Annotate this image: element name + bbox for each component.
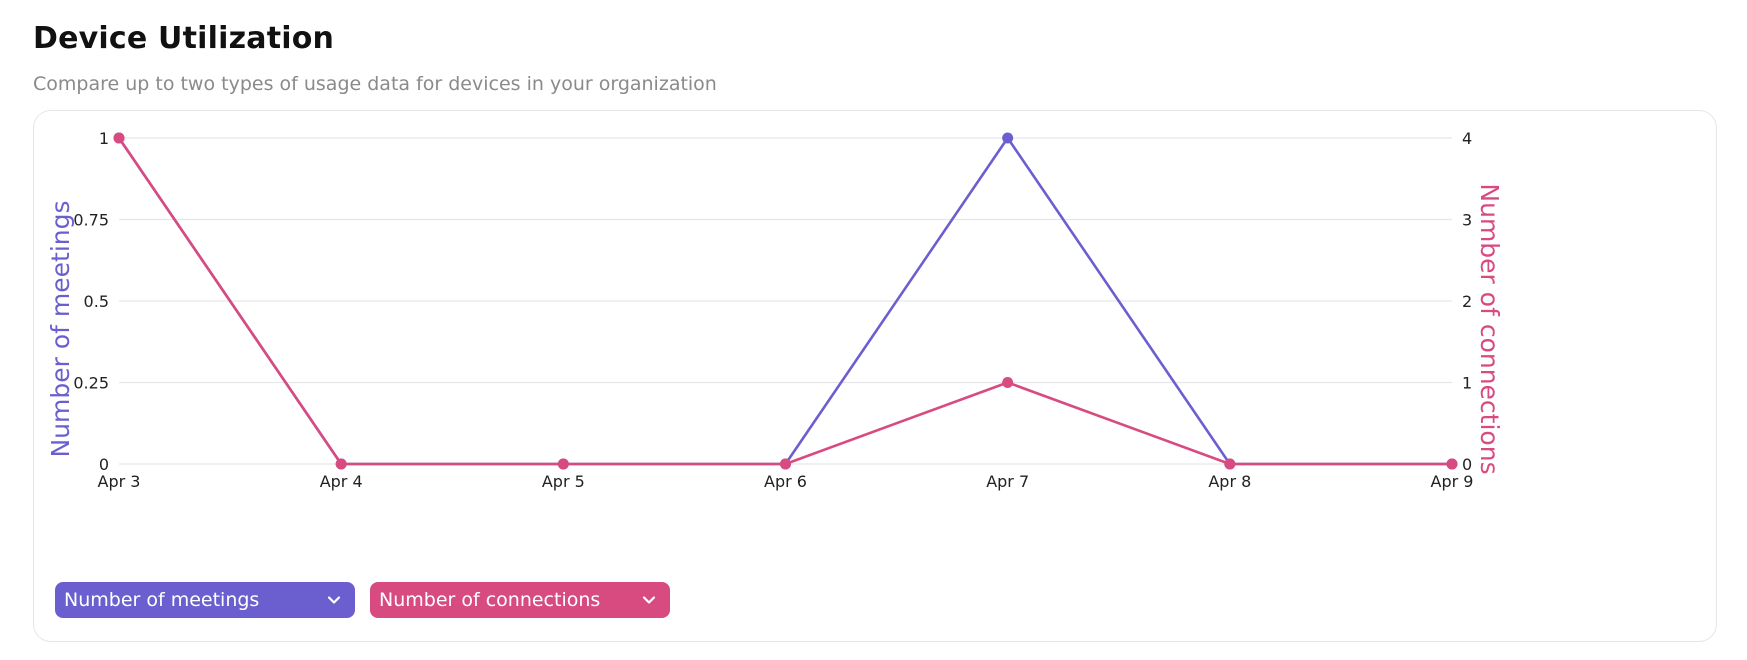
series-points <box>113 132 1458 470</box>
right-tick-label: 3 <box>1462 211 1472 230</box>
right-tick-label: 1 <box>1462 374 1472 393</box>
left-tick-label: 0.5 <box>84 292 109 311</box>
x-tick-label: Apr 4 <box>320 472 363 491</box>
connections-data-point[interactable] <box>557 458 569 470</box>
connections-series-select[interactable]: Number of connections <box>370 582 670 618</box>
right-tick-label: 4 <box>1462 129 1472 148</box>
connections-data-point[interactable] <box>1002 377 1014 388</box>
left-axis-title: Number of meetings <box>46 200 75 457</box>
x-tick-label: Apr 9 <box>1431 472 1474 491</box>
right-tick-label: 2 <box>1462 292 1472 311</box>
connections-select-label: Number of connections <box>379 589 601 611</box>
series-selectors: Number of meetings Number of connections <box>55 582 670 618</box>
device-utilization-chart: 0 0.25 0.5 0.75 1 0 1 2 3 4 Apr 3 Apr 4 Apr 5 Apr 6… <box>46 129 1504 491</box>
chart-card: 0 0.25 0.5 0.75 1 0 1 2 3 4 Apr 3 Apr 4 Apr 5 Apr 6… <box>33 110 1717 642</box>
left-tick-label: 1 <box>99 129 109 148</box>
right-axis-ticks: 0 1 2 3 4 <box>1462 129 1472 474</box>
connections-data-point[interactable] <box>1446 458 1458 470</box>
x-tick-label: Apr 6 <box>764 472 807 491</box>
connections-data-point[interactable] <box>113 132 125 144</box>
x-tick-label: Apr 8 <box>1208 472 1251 491</box>
connections-data-point[interactable] <box>1224 458 1236 470</box>
grid-lines <box>119 137 1452 465</box>
page-header: Device Utilization Compare up to two typ… <box>33 18 717 96</box>
page-title: Device Utilization <box>33 21 335 56</box>
left-tick-label: 0.75 <box>73 211 109 230</box>
left-tick-label: 0 <box>99 455 109 474</box>
right-tick-label: 0 <box>1462 455 1472 474</box>
right-axis-title: Number of connections <box>1475 183 1504 474</box>
chevron-down-icon <box>640 591 658 609</box>
chevron-down-icon <box>325 591 343 609</box>
left-axis-ticks: 0 0.25 0.5 0.75 1 <box>73 129 109 474</box>
page-subtitle: Compare up to two types of usage data fo… <box>33 73 717 95</box>
meetings-series-select[interactable]: Number of meetings <box>55 582 355 618</box>
x-tick-label: Apr 3 <box>98 472 141 491</box>
meetings-data-point[interactable] <box>1002 132 1014 144</box>
left-tick-label: 0.25 <box>73 374 109 393</box>
meetings-select-label: Number of meetings <box>64 589 260 611</box>
connections-data-point[interactable] <box>335 458 347 470</box>
x-tick-label: Apr 7 <box>986 472 1029 491</box>
x-tick-label: Apr 5 <box>542 472 585 491</box>
x-axis-ticks: Apr 3 Apr 4 Apr 5 Apr 6 Apr 7 Apr 8 Apr 9 <box>98 472 1474 491</box>
connections-data-point[interactable] <box>780 458 791 470</box>
